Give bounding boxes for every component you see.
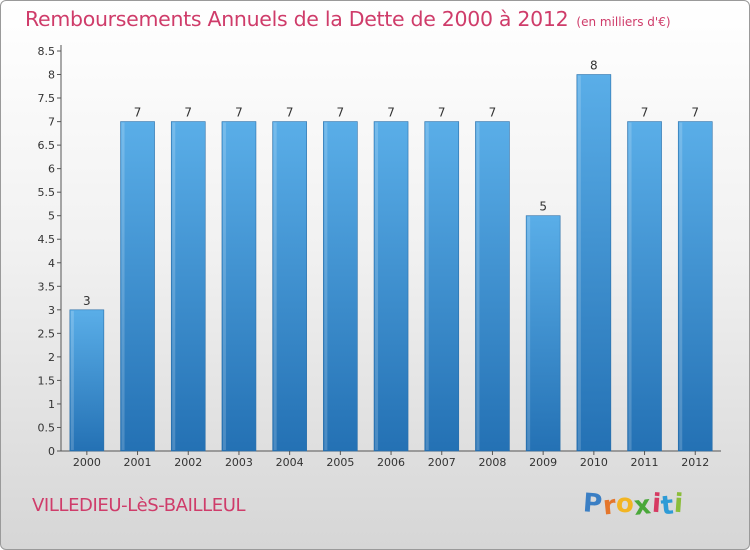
y-tick-label: 3	[48, 304, 55, 317]
bar-value-label: 7	[691, 106, 699, 120]
bar-value-label: 7	[286, 106, 294, 120]
bar-highlight	[273, 122, 277, 451]
y-tick-label: 0.5	[38, 421, 56, 434]
y-tick-label: 1	[48, 398, 55, 411]
bar-chart: 0 0.5 1 1.5 2 2.5 3 3.5 4 4.5 5 5.5 6 6.5 7 7.5 8 8.5 3 200…	[38, 45, 721, 469]
y-tick-label: 3.5	[38, 280, 56, 293]
bar-highlight	[324, 122, 328, 451]
y-tick-label: 4	[48, 257, 55, 270]
x-tick-label: 2007	[428, 456, 456, 469]
bar-highlight	[527, 216, 531, 450]
logo-letter: i	[672, 488, 685, 520]
bar	[170, 121, 206, 452]
bar-value-label: 7	[337, 106, 345, 120]
x-tick-label: 2004	[276, 456, 304, 469]
y-tick-label: 2	[48, 351, 55, 364]
chart-unit: (en milliers d'€)	[576, 15, 671, 29]
bar	[677, 121, 713, 452]
bar	[323, 121, 358, 452]
bar-highlight	[375, 122, 379, 451]
x-tick-label: 2002	[174, 456, 202, 469]
bar	[373, 121, 409, 452]
chart-title: Remboursements Annuels de la Dette de 20…	[25, 7, 671, 31]
bar-value-label: 3	[83, 294, 91, 308]
bar-highlight	[577, 75, 581, 450]
logo-letter: P	[581, 488, 604, 520]
x-tick-label: 2005	[326, 456, 354, 469]
bar	[475, 121, 510, 452]
y-tick-label: 0	[48, 445, 55, 458]
bar-highlight	[476, 122, 480, 451]
bar	[424, 121, 460, 452]
x-tick-label: 2003	[225, 456, 253, 469]
x-tick-label: 2001	[124, 456, 152, 469]
y-tick-label: 6.5	[38, 139, 56, 152]
bar	[221, 121, 257, 452]
bar-highlight	[222, 122, 226, 451]
bar-value-label: 7	[438, 106, 446, 120]
commune-name: VILLEDIEU-LèS-BAILLEUL	[32, 495, 246, 516]
x-tick-label: 2008	[478, 456, 506, 469]
bar-value-label: 7	[641, 106, 649, 120]
x-tick-label: 2006	[377, 456, 405, 469]
bar-highlight	[425, 122, 429, 451]
bar	[576, 74, 612, 452]
y-tick-label: 6	[48, 163, 55, 176]
bar-value-label: 5	[539, 200, 547, 214]
y-tick-label: 4.5	[38, 233, 56, 246]
y-tick-label: 7	[48, 116, 55, 129]
x-tick-label: 2009	[529, 456, 557, 469]
y-tick-label: 5.5	[38, 186, 56, 199]
bar	[120, 121, 155, 452]
bar-highlight	[628, 122, 632, 451]
y-tick-label: 1.5	[38, 374, 56, 387]
bar-highlight	[679, 122, 683, 451]
y-tick-label: 8.5	[38, 45, 56, 58]
bar-highlight	[172, 122, 176, 451]
proxiti-logo: Proxiti	[581, 488, 685, 521]
y-tick-label: 2.5	[38, 327, 56, 340]
x-tick-label: 2011	[631, 456, 659, 469]
x-tick-label: 2012	[681, 456, 709, 469]
bar-highlight	[70, 310, 74, 450]
bar-value-label: 7	[387, 106, 395, 120]
bar-highlight	[121, 122, 125, 451]
bar-value-label: 7	[489, 106, 497, 120]
x-tick-label: 2010	[580, 456, 608, 469]
y-tick-label: 8	[48, 69, 55, 82]
y-tick-label: 5	[48, 210, 55, 223]
bar	[525, 215, 561, 452]
bar	[69, 309, 105, 452]
bar-value-label: 7	[184, 106, 192, 120]
bar-value-label: 7	[235, 106, 243, 120]
bar	[627, 121, 662, 452]
chart-title-text: Remboursements Annuels de la Dette de 20…	[25, 7, 569, 31]
bar-value-label: 8	[590, 59, 598, 73]
x-tick-label: 2000	[73, 456, 101, 469]
y-tick-label: 7.5	[38, 92, 56, 105]
bar-value-label: 7	[134, 106, 142, 120]
bar	[272, 121, 307, 452]
